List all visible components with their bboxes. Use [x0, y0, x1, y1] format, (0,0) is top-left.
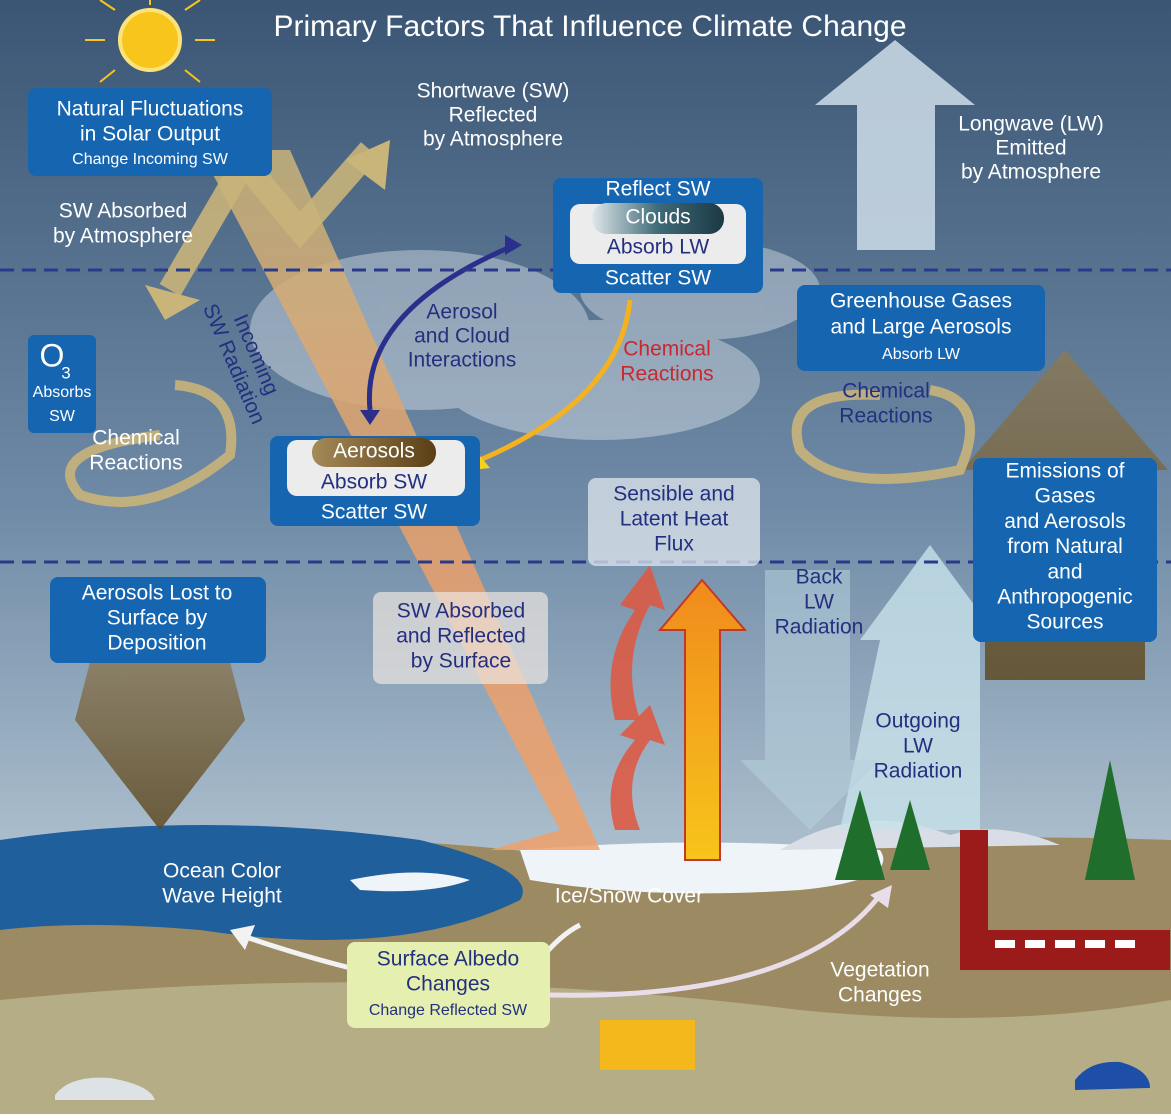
aerosols-lost: Deposition: [107, 632, 206, 655]
clouds-label: Reflect SW: [605, 178, 710, 201]
solar-sub: Change Incoming SW: [72, 151, 229, 168]
emissions: Anthropogenic: [997, 586, 1132, 609]
ocean-label: Ocean Color: [163, 860, 281, 883]
ocean-label: Wave Height: [162, 885, 282, 908]
ozone-label: Absorbs: [33, 384, 92, 401]
sw-surface: and Reflected: [396, 625, 526, 648]
emissions: Gases: [1035, 485, 1096, 508]
clouds-label: Absorb LW: [607, 236, 709, 259]
ozone-subscript: 3: [61, 363, 70, 382]
back-lw: Radiation: [775, 616, 864, 639]
emissions: and: [1047, 560, 1082, 583]
ozone-symbol: O: [40, 337, 65, 373]
aerosols-lost: Surface by: [107, 607, 208, 630]
sw-reflected: Reflected: [449, 104, 538, 127]
albedo-label: Surface Albedo: [377, 948, 519, 971]
albedo-sub: Change Reflected SW: [369, 1002, 528, 1019]
clouds-label: Scatter SW: [605, 267, 711, 290]
vegetation-label: Vegetation: [830, 959, 929, 982]
heat-flux: Latent Heat: [620, 508, 729, 531]
chemical-reactions: Reactions: [89, 452, 182, 475]
heat-flux: Sensible and: [613, 483, 734, 506]
lw-emitted: by Atmosphere: [961, 161, 1101, 184]
aerosols-label: Absorb SW: [321, 471, 427, 494]
chemical-reactions: Chemical: [623, 338, 711, 361]
outgoing-lw: Radiation: [874, 760, 963, 783]
aerosols-label: Scatter SW: [321, 501, 427, 524]
sw-reflected: Shortwave (SW): [417, 80, 570, 103]
sun: [85, 0, 215, 83]
outgoing-lw: LW: [903, 735, 933, 758]
title: Primary Factors That Influence Climate C…: [273, 10, 906, 43]
emissions: Emissions of: [1005, 460, 1124, 483]
aerosol-cloud: and Cloud: [414, 325, 510, 348]
chemical-reactions: Reactions: [839, 405, 932, 428]
labels: Primary Factors That Influence Climate C…: [33, 10, 1133, 1019]
chemical-reactions: Reactions: [620, 363, 713, 386]
sw-reflected: by Atmosphere: [423, 128, 563, 151]
clouds-label: Clouds: [625, 206, 690, 229]
back-lw: Back: [796, 566, 843, 589]
heat-flux: Flux: [654, 533, 694, 556]
solar-label: in Solar Output: [80, 123, 220, 146]
vegetation-label: Changes: [838, 984, 922, 1007]
albedo-label: Changes: [406, 973, 490, 996]
lw-emitted: Emitted: [995, 137, 1066, 160]
lw-emitted: Longwave (LW): [958, 113, 1104, 136]
sw-surface: by Surface: [411, 650, 511, 673]
emissions: and Aerosols: [1004, 510, 1125, 533]
greenhouse-label: and Large Aerosols: [831, 316, 1012, 339]
boxes: [28, 88, 1157, 1028]
greenhouse-sub: Absorb LW: [882, 346, 961, 363]
aerosols-label: Aerosols: [333, 440, 415, 463]
aerosol-cloud: Aerosol: [426, 301, 497, 324]
back-lw: LW: [804, 591, 834, 614]
outgoing-lw: Outgoing: [875, 710, 960, 733]
chemical-reactions: Chemical: [92, 427, 180, 450]
chemical-reactions: Chemical: [842, 380, 930, 403]
emissions: Sources: [1026, 611, 1103, 634]
greenhouse-label: Greenhouse Gases: [830, 290, 1012, 313]
ice-label: Ice/Snow Cover: [555, 885, 703, 908]
ground-details: [55, 760, 1170, 1100]
solar-label: Natural Fluctuations: [57, 98, 244, 121]
ozone-label: SW: [49, 408, 76, 425]
aerosols-lost: Aerosols Lost to: [82, 582, 233, 605]
aerosol-cloud: Interactions: [408, 349, 517, 372]
emissions: from Natural: [1007, 535, 1123, 558]
sw-absorbed: by Atmosphere: [53, 225, 193, 248]
sw-absorbed: SW Absorbed: [59, 200, 187, 223]
sw-surface: SW Absorbed: [397, 600, 525, 623]
